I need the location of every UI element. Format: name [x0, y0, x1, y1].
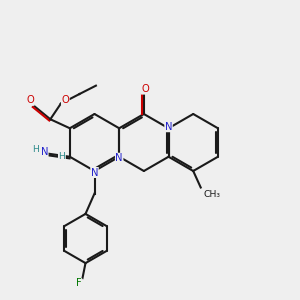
- Text: H: H: [58, 152, 65, 161]
- Text: N: N: [116, 153, 123, 163]
- Text: O: O: [142, 84, 149, 94]
- Text: O: O: [61, 95, 69, 105]
- Text: N: N: [91, 167, 98, 178]
- Text: F: F: [76, 278, 82, 289]
- Text: H: H: [32, 145, 39, 154]
- Text: O: O: [26, 95, 34, 105]
- Text: CH₃: CH₃: [203, 190, 220, 199]
- Text: N: N: [165, 122, 172, 132]
- Text: N: N: [40, 147, 48, 157]
